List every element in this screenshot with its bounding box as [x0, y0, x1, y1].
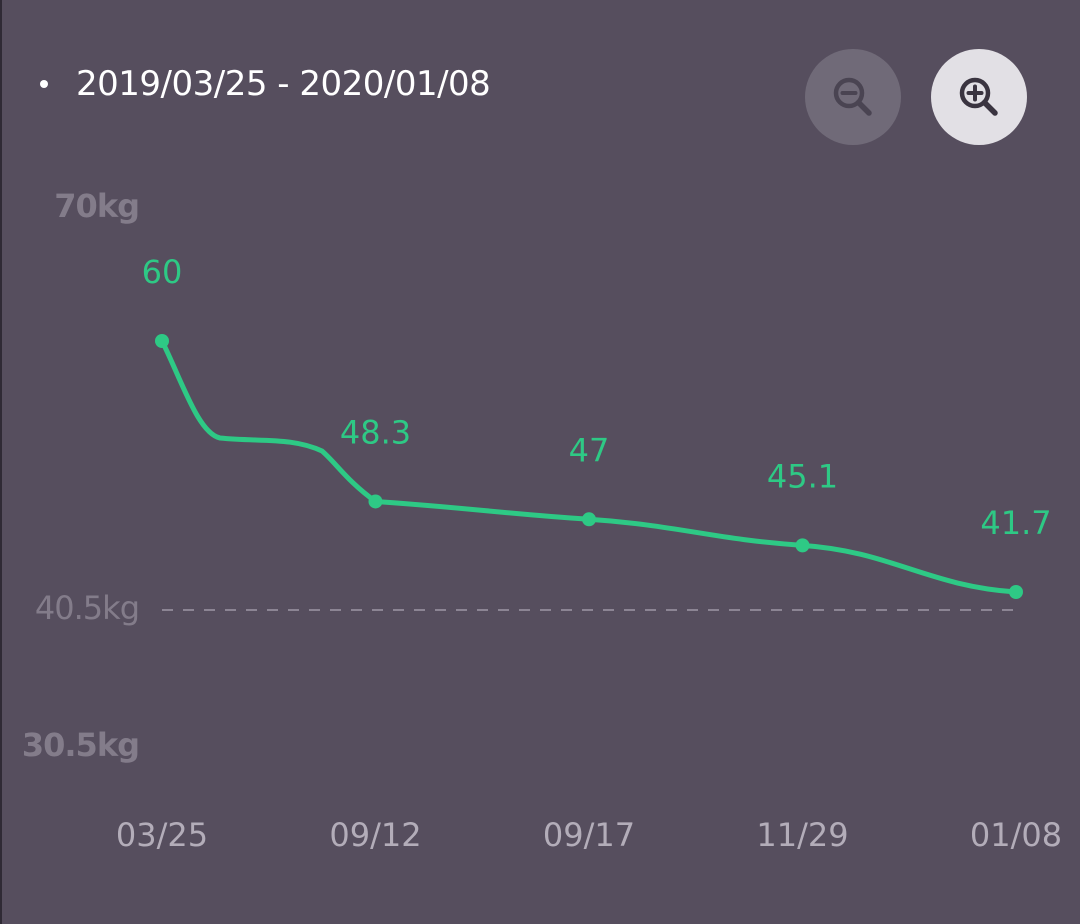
data-point [1009, 585, 1023, 599]
date-range-text: 2019/03/25 - 2020/01/08 [76, 64, 491, 104]
data-point [368, 494, 383, 509]
data-label: 47 [569, 431, 610, 469]
series-line [159, 338, 1019, 595]
bullet-icon [40, 80, 48, 88]
y-axis-label: 30.5kg [22, 726, 139, 764]
x-axis-labels: 03/25 09/12 09/17 11/29 01/08 [116, 816, 1062, 854]
x-axis-label: 11/29 [756, 816, 848, 854]
x-axis-label: 03/25 [116, 816, 208, 854]
zoom-in-button[interactable] [931, 49, 1027, 145]
data-point [582, 512, 596, 527]
data-label: 48.3 [340, 413, 411, 451]
y-axis-label: 70kg [54, 187, 139, 225]
data-point [155, 334, 169, 348]
data-points [155, 334, 1023, 599]
data-labels: 60 48.3 47 45.1 41.7 [142, 253, 1052, 542]
zoom-out-button[interactable] [805, 49, 901, 145]
data-point [795, 538, 810, 553]
x-axis-label: 01/08 [970, 816, 1062, 854]
data-label: 45.1 [767, 457, 838, 495]
data-label: 60 [142, 253, 183, 291]
y-axis-labels: 70kg 40.5kg 30.5kg [22, 187, 140, 764]
x-axis-label: 09/17 [543, 816, 635, 854]
data-label: 41.7 [980, 504, 1051, 542]
zoom-in-icon [959, 77, 998, 116]
y-axis-label: 40.5kg [35, 589, 139, 627]
zoom-out-icon [833, 77, 872, 116]
date-range-header: 2019/03/25 - 2020/01/08 [40, 58, 491, 110]
x-axis-label: 09/12 [329, 816, 421, 854]
